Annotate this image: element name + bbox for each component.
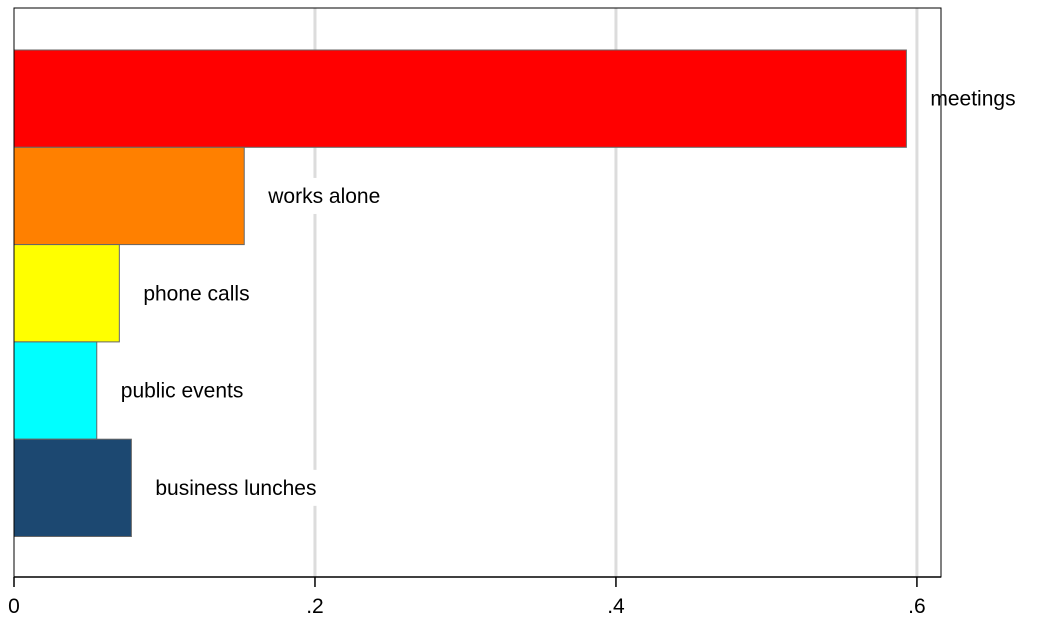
bars [13,49,907,538]
bar-label-background [145,469,334,506]
bar-label-background [258,177,394,214]
bar-label: works alone [267,185,380,208]
x-axis: 0 .2 .4 .6 [8,576,941,618]
x-tick-label: .2 [306,595,324,618]
bar-label: phone calls [143,282,249,305]
bar-label: business lunches [155,477,316,500]
bar-label-background [133,275,269,312]
bar-meetings [13,49,907,148]
bar-label: public events [121,380,244,403]
bar-label: meetings [930,88,1015,111]
x-tick-label: .4 [607,595,625,618]
bar-phone-calls [13,244,120,343]
x-tick-label: .6 [908,595,926,618]
bar-label-background [920,80,1025,117]
bar-public-events [13,341,98,440]
bar-works-alone [13,146,245,246]
x-tick-label: 0 [8,595,20,618]
bar-business-lunches [13,438,132,538]
bar-labels: meetings works alone phone calls public eve… [110,80,1025,506]
bar-label-background [110,372,268,409]
